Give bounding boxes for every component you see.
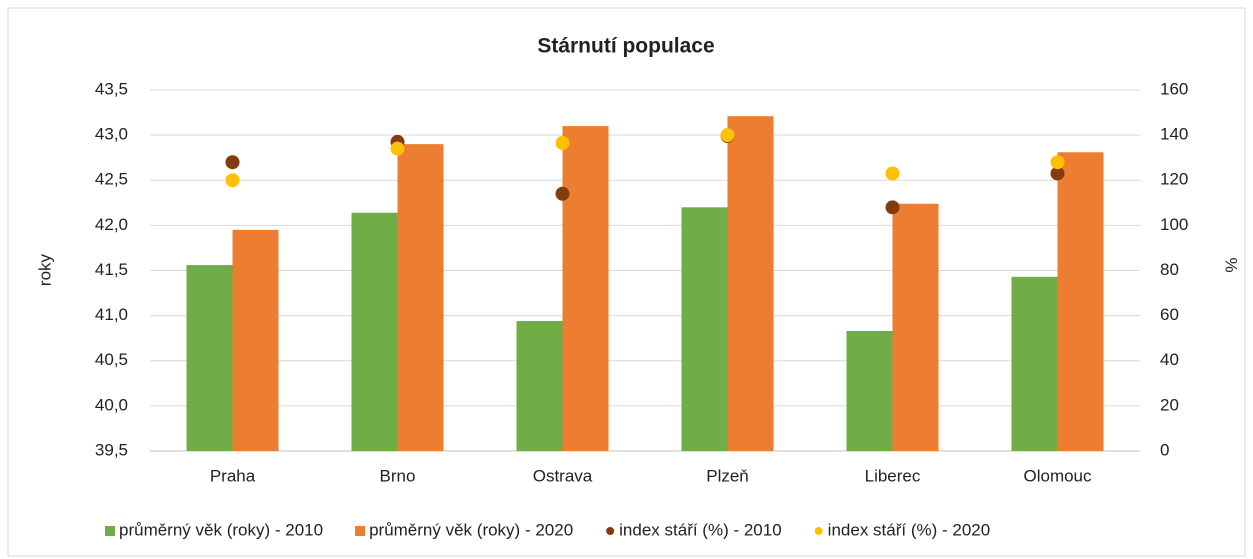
bar xyxy=(232,229,279,451)
y2-tick-label: 80 xyxy=(1160,260,1179,279)
x-tick-label: Praha xyxy=(210,466,256,485)
bar xyxy=(351,212,398,451)
y2-tick-label: 100 xyxy=(1160,215,1188,234)
bar xyxy=(846,330,893,451)
legend-label: průměrný věk (roky) - 2010 xyxy=(119,520,323,539)
y2-tick-label: 140 xyxy=(1160,125,1188,144)
legend-swatch xyxy=(105,526,115,536)
y-tick-label: 39,5 xyxy=(95,440,128,459)
y-tick-label: 42,5 xyxy=(95,170,128,189)
chart-title: Stárnutí populace xyxy=(537,35,714,58)
y2-tick-label: 160 xyxy=(1160,79,1188,98)
y-axis-label: roky xyxy=(35,253,54,286)
legend-label: index stáří (%) - 2020 xyxy=(828,520,991,539)
x-tick-label: Liberec xyxy=(865,466,921,485)
x-tick-label: Plzeň xyxy=(706,466,749,485)
scatter-point xyxy=(1050,155,1065,170)
scatter-point xyxy=(885,166,900,181)
bar xyxy=(892,203,939,451)
y2-tick-label: 60 xyxy=(1160,305,1179,324)
bar xyxy=(397,144,444,451)
x-tick-label: Ostrava xyxy=(533,466,593,485)
x-tick-label: Brno xyxy=(380,466,416,485)
scatter-point xyxy=(555,186,570,201)
y-tick-label: 43,5 xyxy=(95,79,128,98)
y-tick-label: 40,5 xyxy=(95,350,128,369)
scatter-point xyxy=(555,136,570,151)
y2-tick-label: 20 xyxy=(1160,395,1179,414)
legend-swatch xyxy=(355,526,366,536)
bar xyxy=(727,116,774,452)
scatter-point xyxy=(720,128,735,143)
bar xyxy=(562,126,609,451)
bar xyxy=(1011,276,1058,451)
y2-tick-label: 120 xyxy=(1160,170,1188,189)
x-tick-label: Olomouc xyxy=(1023,466,1092,485)
bar xyxy=(186,265,233,451)
scatter-point xyxy=(1050,166,1065,181)
legend-swatch xyxy=(814,527,823,535)
y-tick-label: 41,5 xyxy=(95,260,128,279)
bar xyxy=(1057,152,1104,451)
scatter-point xyxy=(225,155,240,170)
bar xyxy=(516,321,563,451)
y2-tick-label: 40 xyxy=(1160,350,1179,369)
y-tick-label: 40,0 xyxy=(95,395,128,414)
y2-axis-label: % xyxy=(1222,257,1241,272)
y-tick-label: 42,0 xyxy=(95,215,128,234)
bar xyxy=(681,207,728,451)
y-tick-label: 43,0 xyxy=(95,125,128,144)
legend-label: index stáří (%) - 2010 xyxy=(619,520,782,539)
scatter-point xyxy=(225,173,240,188)
legend-label: průměrný věk (roky) - 2020 xyxy=(369,520,573,539)
y2-tick-label: 0 xyxy=(1160,440,1169,459)
legend-swatch xyxy=(606,527,615,535)
y-tick-label: 41,0 xyxy=(95,305,128,324)
scatter-point xyxy=(390,141,405,156)
scatter-point xyxy=(885,200,900,215)
